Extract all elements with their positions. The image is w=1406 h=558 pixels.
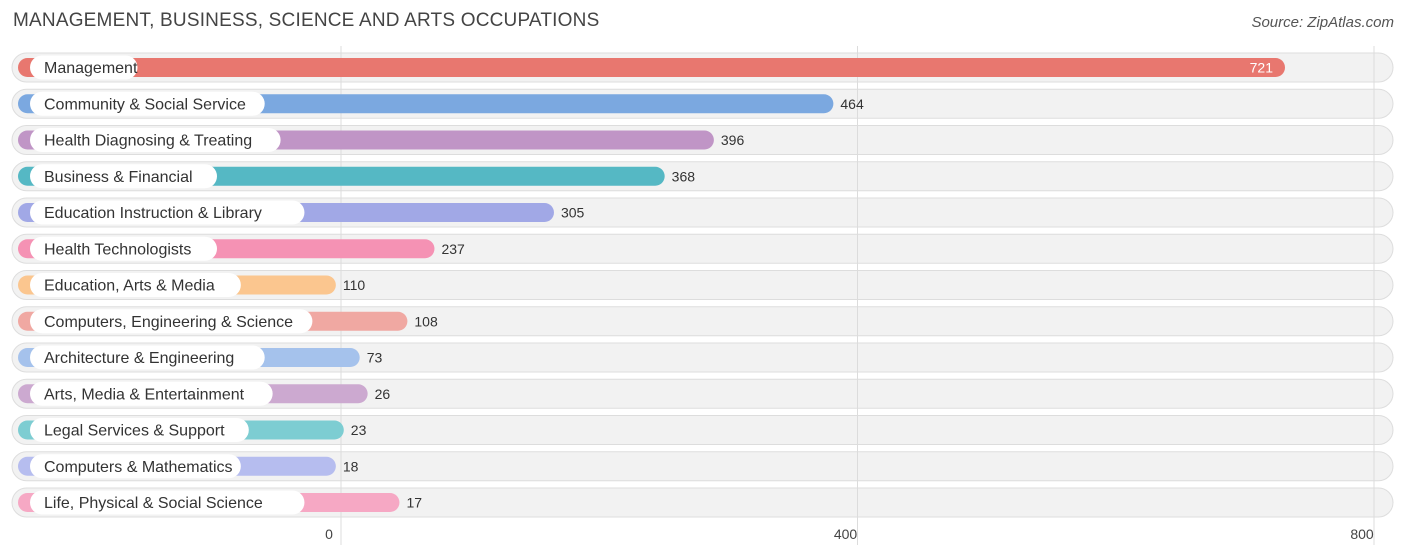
row-background [11, 270, 1394, 300]
value-label: 237 [441, 241, 465, 257]
value-label: 23 [351, 422, 367, 438]
category-label-pill [30, 345, 265, 370]
category-label: Architecture & Engineering [44, 350, 234, 367]
category-label-pill [30, 309, 313, 334]
category-label-pill [30, 381, 273, 406]
category-label: Arts, Media & Entertainment [44, 386, 245, 403]
category-label: Health Technologists [44, 241, 191, 258]
category-label: Health Diagnosing & Treating [44, 133, 252, 150]
chart-title: MANAGEMENT, BUSINESS, SCIENCE AND ARTS O… [13, 10, 600, 31]
category-label-pill [30, 55, 138, 80]
value-label: 108 [414, 313, 438, 329]
value-label: 18 [343, 458, 359, 474]
value-label: 721 [1250, 60, 1274, 76]
category-label-pill [30, 490, 305, 515]
source-note: Source: ZipAtlas.com [1251, 14, 1394, 31]
value-label: 26 [375, 386, 391, 402]
category-label: Computers & Mathematics [44, 459, 233, 476]
value-label: 305 [561, 205, 585, 221]
row-background [11, 342, 1394, 373]
value-label: 17 [406, 495, 422, 511]
category-label-pill [30, 164, 217, 189]
x-tick-label: 0 [325, 526, 333, 542]
value-label: 396 [721, 132, 745, 148]
category-label: Education, Arts & Media [44, 278, 215, 295]
x-tick-label: 400 [834, 526, 858, 542]
row-background [11, 415, 1394, 445]
category-label-pill [30, 418, 249, 442]
value-label: 110 [343, 277, 366, 293]
category-label-pill [30, 273, 241, 297]
value-label: 368 [672, 168, 696, 184]
category-label: Computers, Engineering & Science [44, 314, 293, 331]
category-label: Life, Physical & Social Science [44, 495, 263, 512]
category-label-pill [30, 200, 305, 225]
value-label: 73 [367, 350, 383, 366]
category-label: Education Instruction & Library [44, 205, 262, 222]
x-tick-label: 800 [1350, 526, 1374, 542]
category-label-pill [30, 91, 265, 116]
category-label-pill [30, 236, 217, 261]
category-label-pill [30, 454, 241, 479]
bar [18, 58, 1285, 77]
category-label: Management [44, 60, 138, 77]
category-label: Community & Social Service [44, 96, 246, 113]
category-label: Business & Financial [44, 169, 193, 186]
category-label-pill [30, 128, 281, 152]
value-label: 464 [840, 96, 864, 112]
row-background [11, 451, 1394, 482]
category-label: Legal Services & Support [44, 423, 225, 440]
